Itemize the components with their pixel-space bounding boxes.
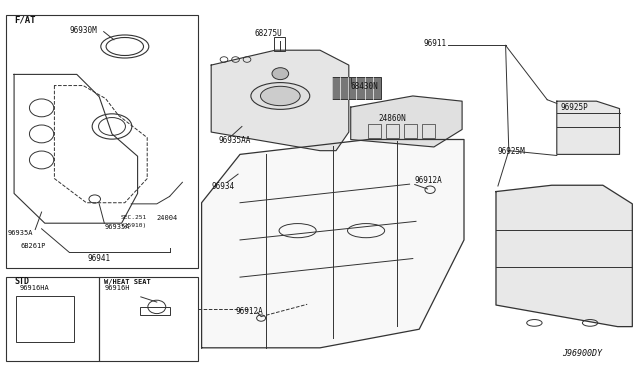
Text: 96916H: 96916H bbox=[104, 285, 130, 291]
Polygon shape bbox=[351, 96, 462, 147]
Text: J96900DY: J96900DY bbox=[562, 349, 602, 358]
Text: 96911: 96911 bbox=[424, 39, 447, 48]
Polygon shape bbox=[496, 185, 632, 327]
Text: 96925P: 96925P bbox=[561, 103, 588, 112]
Bar bbox=[6, 15, 198, 268]
Text: SEC.251: SEC.251 bbox=[120, 215, 147, 220]
Bar bbox=[99, 277, 198, 361]
Bar bbox=[386, 124, 399, 138]
Text: 96935A: 96935A bbox=[8, 230, 33, 235]
Bar bbox=[274, 37, 285, 51]
Text: 96925M: 96925M bbox=[498, 147, 525, 156]
Polygon shape bbox=[202, 140, 464, 348]
Text: 68275U: 68275U bbox=[255, 29, 283, 38]
Text: 24004: 24004 bbox=[157, 215, 178, 221]
Text: F/AT: F/AT bbox=[14, 16, 36, 25]
Bar bbox=[422, 124, 435, 138]
Text: 96912A: 96912A bbox=[236, 307, 263, 316]
Bar bbox=[368, 124, 381, 138]
Text: 96930M: 96930M bbox=[69, 26, 97, 35]
Ellipse shape bbox=[251, 83, 310, 109]
Text: 96916HA: 96916HA bbox=[19, 285, 49, 291]
Text: 96934: 96934 bbox=[211, 182, 234, 190]
Text: 96912A: 96912A bbox=[415, 176, 442, 185]
Bar bbox=[140, 307, 170, 315]
Text: 24860N: 24860N bbox=[379, 114, 406, 123]
Text: (25910): (25910) bbox=[120, 222, 147, 228]
Text: 96941: 96941 bbox=[88, 254, 111, 263]
Bar bbox=[404, 124, 417, 138]
Text: 68430N: 68430N bbox=[351, 82, 378, 91]
Bar bbox=[332, 77, 381, 99]
Text: 96935A: 96935A bbox=[104, 224, 130, 230]
Ellipse shape bbox=[260, 86, 300, 106]
Text: 96935AA: 96935AA bbox=[219, 136, 252, 145]
Text: W/HEAT SEAT: W/HEAT SEAT bbox=[104, 279, 151, 285]
Text: 6B261P: 6B261P bbox=[20, 243, 46, 248]
Bar bbox=[6, 277, 99, 361]
Bar bbox=[16, 296, 74, 342]
Text: STD: STD bbox=[14, 278, 29, 286]
Polygon shape bbox=[211, 50, 349, 151]
Polygon shape bbox=[557, 101, 620, 154]
Ellipse shape bbox=[272, 68, 289, 80]
